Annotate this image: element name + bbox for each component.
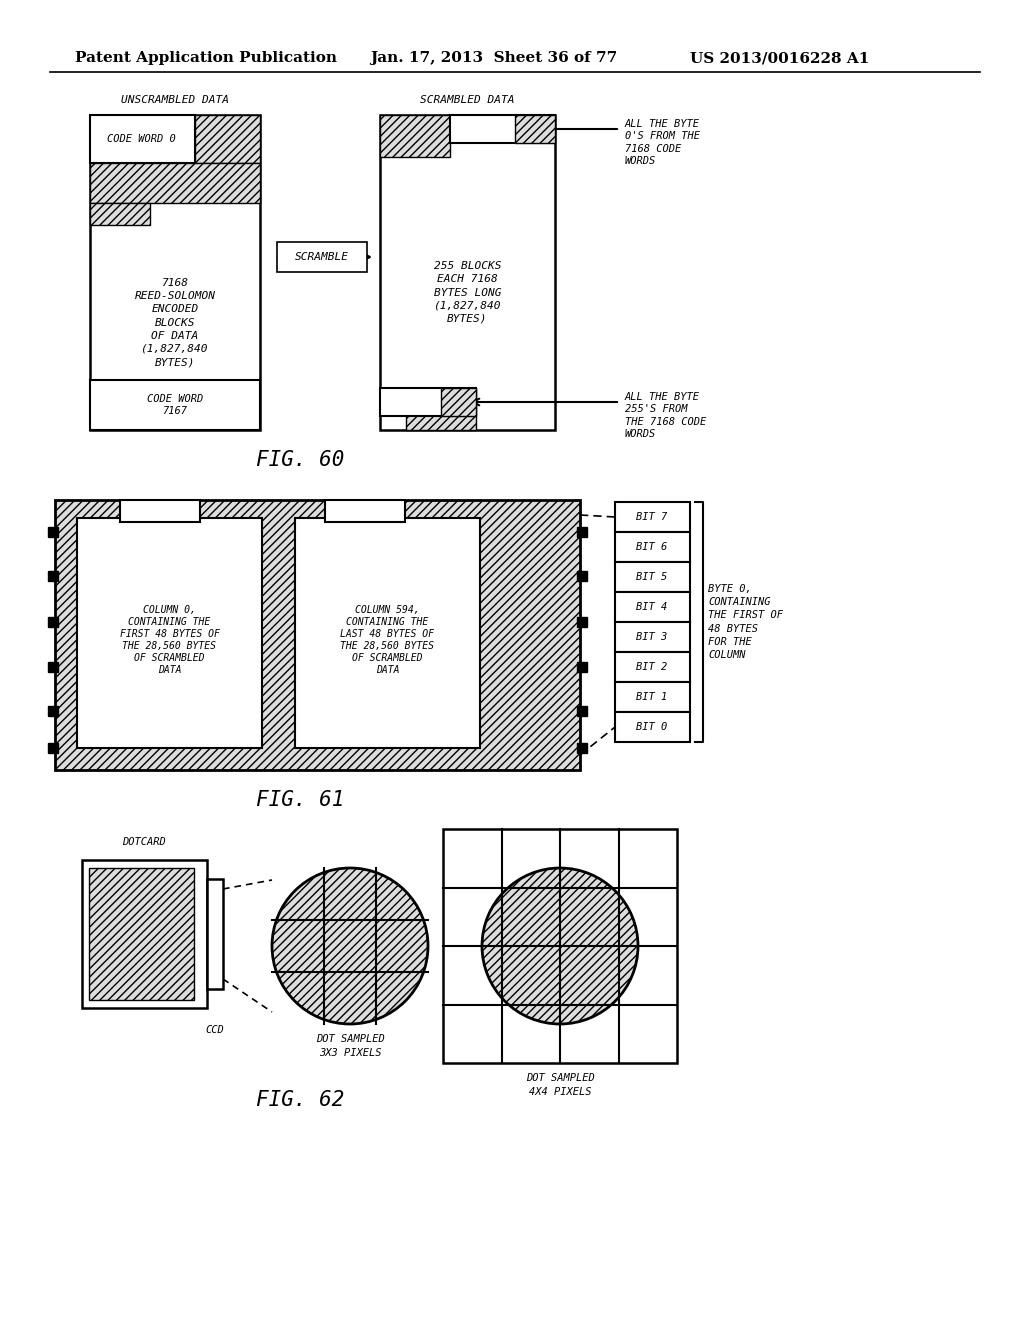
Text: FIG. 62: FIG. 62 [256, 1090, 344, 1110]
Text: Jan. 17, 2013  Sheet 36 of 77: Jan. 17, 2013 Sheet 36 of 77 [370, 51, 617, 65]
Bar [615, 682, 690, 711]
Bar [90, 162, 260, 203]
Text: US 2013/0016228 A1: US 2013/0016228 A1 [690, 51, 869, 65]
Bar [443, 829, 677, 1063]
Bar [615, 652, 690, 682]
Bar [577, 528, 587, 537]
Bar [615, 622, 690, 652]
Bar [77, 517, 262, 748]
Text: DOTCARD: DOTCARD [122, 837, 166, 847]
Text: FIG. 60: FIG. 60 [256, 450, 344, 470]
Bar [577, 706, 587, 715]
Bar [407, 388, 476, 430]
Text: Patent Application Publication: Patent Application Publication [75, 51, 337, 65]
Bar [48, 706, 58, 715]
Bar [90, 115, 260, 430]
Text: SCRAMBLE: SCRAMBLE [295, 252, 349, 261]
Bar [615, 532, 690, 562]
Text: 255 BLOCKS
EACH 7168
BYTES LONG
(1,827,840
BYTES): 255 BLOCKS EACH 7168 BYTES LONG (1,827,8… [434, 261, 502, 323]
Bar [48, 616, 58, 627]
Bar [55, 500, 580, 770]
Text: BIT 5: BIT 5 [636, 572, 668, 582]
Bar [90, 380, 260, 430]
Bar [380, 115, 555, 430]
Bar [207, 879, 223, 989]
Bar [615, 591, 690, 622]
Text: COLUMN 594,
CONTAINING THE
LAST 48 BYTES OF
THE 28,560 BYTES
OF SCRAMBLED
DATA: COLUMN 594, CONTAINING THE LAST 48 BYTES… [341, 605, 434, 675]
Text: FIG. 61: FIG. 61 [256, 789, 344, 810]
Circle shape [272, 869, 428, 1024]
Circle shape [482, 869, 638, 1024]
Text: BIT 2: BIT 2 [636, 663, 668, 672]
Text: CODE WORD 0: CODE WORD 0 [106, 135, 175, 144]
Text: 7168
REED-SOLOMON
ENCODED
BLOCKS
OF DATA
(1,827,840
BYTES): 7168 REED-SOLOMON ENCODED BLOCKS OF DATA… [134, 279, 215, 367]
Bar [450, 115, 555, 143]
Bar [577, 616, 587, 627]
Text: BIT 4: BIT 4 [636, 602, 668, 612]
Text: BIT 1: BIT 1 [636, 692, 668, 702]
Bar [278, 242, 367, 272]
Text: DOT SAMPLED
3X3 PIXELS: DOT SAMPLED 3X3 PIXELS [315, 1035, 384, 1057]
Text: BIT 0: BIT 0 [636, 722, 668, 733]
Bar [615, 562, 690, 591]
Text: DOT SAMPLED
4X4 PIXELS: DOT SAMPLED 4X4 PIXELS [525, 1073, 594, 1097]
Text: ALL THE BYTE
0'S FROM THE
7168 CODE
WORDS: ALL THE BYTE 0'S FROM THE 7168 CODE WORD… [625, 119, 700, 166]
Text: UNSCRAMBLED DATA: UNSCRAMBLED DATA [121, 95, 229, 106]
Bar [380, 388, 476, 416]
Text: ALL THE BYTE
255'S FROM
THE 7168 CODE
WORDS: ALL THE BYTE 255'S FROM THE 7168 CODE WO… [625, 392, 707, 440]
Bar [48, 528, 58, 537]
Bar [48, 570, 58, 581]
Bar [577, 663, 587, 672]
Bar [120, 500, 200, 521]
Bar [48, 743, 58, 754]
Bar [90, 203, 150, 224]
Bar [295, 517, 480, 748]
Text: BIT 6: BIT 6 [636, 543, 668, 552]
Bar [48, 663, 58, 672]
Bar [615, 711, 690, 742]
Text: CCD: CCD [206, 1026, 224, 1035]
Bar [325, 500, 406, 521]
Bar [90, 115, 196, 162]
Bar [380, 115, 450, 157]
Text: CODE WORD
7167: CODE WORD 7167 [146, 393, 203, 416]
Bar [82, 861, 207, 1008]
Bar [577, 743, 587, 754]
Bar [441, 388, 476, 416]
Text: BYTE 0,
CONTAINING
THE FIRST OF
48 BYTES
FOR THE
COLUMN: BYTE 0, CONTAINING THE FIRST OF 48 BYTES… [708, 583, 783, 660]
Bar [515, 115, 555, 143]
Bar [615, 502, 690, 532]
Text: COLUMN 0,
CONTAINING THE
FIRST 48 BYTES OF
THE 28,560 BYTES
OF SCRAMBLED
DATA: COLUMN 0, CONTAINING THE FIRST 48 BYTES … [120, 605, 219, 675]
Text: SCRAMBLED DATA: SCRAMBLED DATA [420, 95, 515, 106]
Bar [196, 115, 260, 162]
Bar [89, 869, 194, 1001]
Text: BIT 7: BIT 7 [636, 512, 668, 521]
Text: BIT 3: BIT 3 [636, 632, 668, 642]
Bar [577, 570, 587, 581]
